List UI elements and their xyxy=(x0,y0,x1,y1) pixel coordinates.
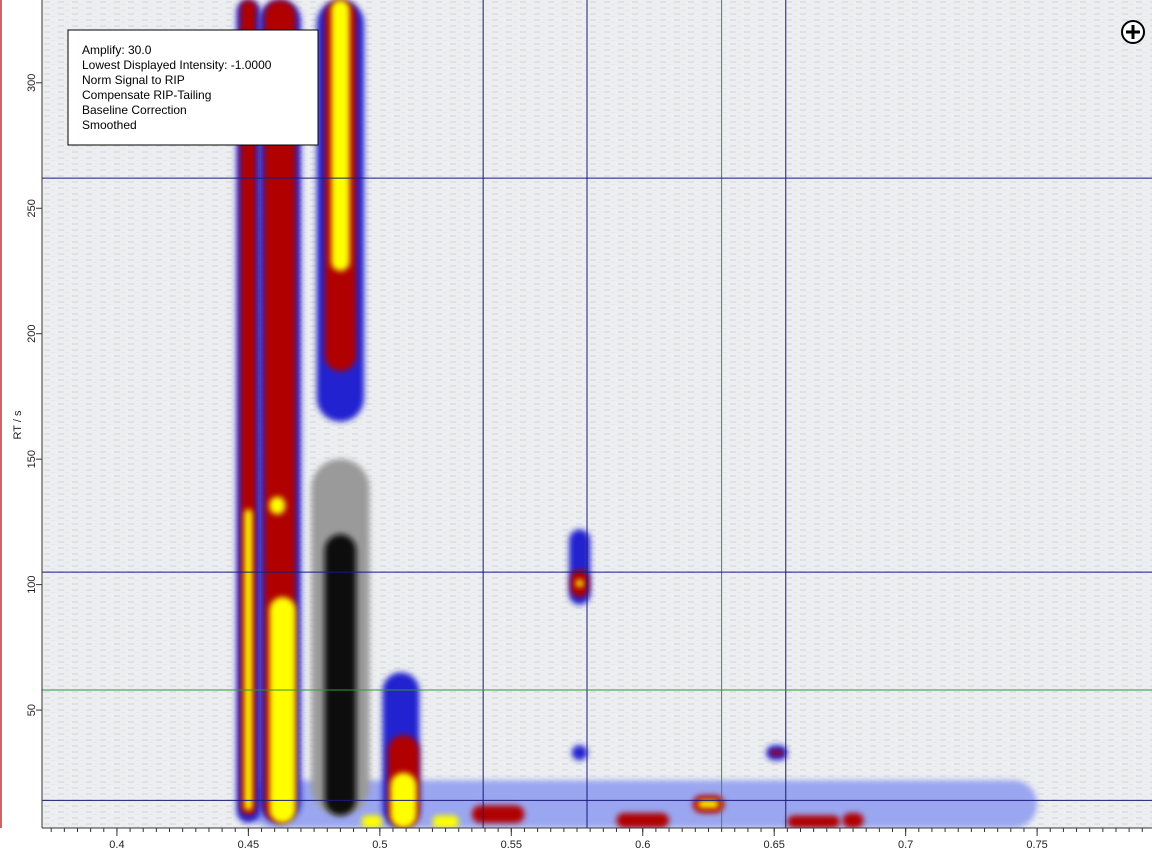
x-tick-label: 0.5 xyxy=(372,839,387,851)
y-tick-label: 300 xyxy=(26,74,38,92)
x-tick-label: 0.55 xyxy=(501,839,522,851)
x-tick-label: 0.6 xyxy=(635,839,650,851)
info-line: Lowest Displayed Intensity: -1.0000 xyxy=(82,58,272,72)
signal-region xyxy=(244,509,252,810)
signal-region xyxy=(787,815,840,828)
signal-region xyxy=(843,813,864,828)
info-line: Smoothed xyxy=(82,118,137,132)
info-line: Baseline Correction xyxy=(82,103,187,117)
x-tick-label: 0.65 xyxy=(763,839,784,851)
y-axis-label: RT / s xyxy=(12,410,24,439)
y-tick-label: 250 xyxy=(26,199,38,217)
x-tick-label: 0.75 xyxy=(1026,839,1047,851)
signal-region xyxy=(770,750,783,755)
zoom-button[interactable] xyxy=(1122,21,1144,43)
y-tick-label: 150 xyxy=(26,450,38,468)
signal-region xyxy=(472,805,525,823)
signal-region xyxy=(331,0,349,271)
signal-region xyxy=(616,813,669,828)
y-tick-label: 50 xyxy=(26,704,38,716)
signal-region xyxy=(361,815,382,828)
signal-region xyxy=(432,815,458,828)
x-tick-label: 0.45 xyxy=(238,839,259,851)
info-line: Norm Signal to RIP xyxy=(82,73,185,87)
signal-region xyxy=(576,580,584,588)
info-line: Amplify: 30.0 xyxy=(82,43,152,57)
signal-region xyxy=(698,800,719,808)
x-tick-label: 0.7 xyxy=(898,839,913,851)
y-tick-label: 200 xyxy=(26,325,38,343)
signal-region xyxy=(269,497,285,515)
signal-region xyxy=(269,597,295,823)
y-tick-label: 100 xyxy=(26,575,38,593)
x-tick-label: 0.4 xyxy=(109,839,124,851)
heatmap-view: RT / s Amplify: 30.0Lowest Displayed Int… xyxy=(0,0,1152,853)
info-line: Compensate RIP-Tailing xyxy=(82,88,211,102)
signal-region xyxy=(572,745,588,760)
signal-region xyxy=(325,534,357,815)
